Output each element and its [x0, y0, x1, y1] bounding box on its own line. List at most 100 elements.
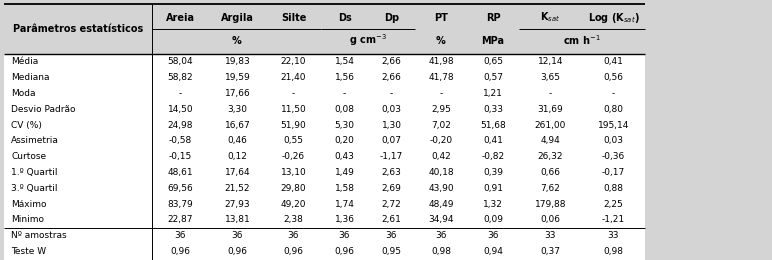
Text: Silte: Silte — [281, 12, 306, 23]
Text: Areia: Areia — [166, 12, 195, 23]
Text: cm h$^{-1}$: cm h$^{-1}$ — [563, 34, 601, 47]
Text: K$_{sat}$: K$_{sat}$ — [540, 11, 560, 24]
Text: 0,12: 0,12 — [228, 152, 248, 161]
Text: 26,32: 26,32 — [538, 152, 564, 161]
Text: Moda: Moda — [11, 89, 36, 98]
Text: 261,00: 261,00 — [535, 121, 566, 129]
Text: 36: 36 — [174, 231, 186, 240]
Text: 0,06: 0,06 — [540, 215, 560, 224]
Text: 0,57: 0,57 — [483, 73, 503, 82]
Text: -: - — [390, 89, 393, 98]
Text: 0,96: 0,96 — [228, 247, 248, 256]
Text: 1,36: 1,36 — [334, 215, 354, 224]
Text: 21,52: 21,52 — [225, 184, 250, 193]
Text: 7,02: 7,02 — [431, 121, 451, 129]
Text: 3,65: 3,65 — [540, 73, 560, 82]
Text: 0,98: 0,98 — [604, 247, 624, 256]
Text: Dp: Dp — [384, 12, 399, 23]
Bar — [4, 54, 645, 260]
Text: 27,93: 27,93 — [225, 200, 250, 209]
Text: 1,32: 1,32 — [483, 200, 503, 209]
Text: 21,40: 21,40 — [281, 73, 306, 82]
Text: 2,63: 2,63 — [381, 168, 401, 177]
Text: 3.º Quartil: 3.º Quartil — [11, 184, 57, 193]
Text: 11,50: 11,50 — [281, 105, 306, 114]
Text: 0,39: 0,39 — [483, 168, 503, 177]
Text: 2,61: 2,61 — [381, 215, 401, 224]
Text: 2,38: 2,38 — [283, 215, 303, 224]
Text: 36: 36 — [339, 231, 350, 240]
Text: -0,82: -0,82 — [482, 152, 505, 161]
Text: 0,03: 0,03 — [381, 105, 401, 114]
Text: Argila: Argila — [221, 12, 254, 23]
Text: 0,20: 0,20 — [334, 136, 354, 145]
Text: -1,17: -1,17 — [380, 152, 403, 161]
Text: 195,14: 195,14 — [598, 121, 629, 129]
Text: 33: 33 — [545, 231, 557, 240]
Text: -0,36: -0,36 — [602, 152, 625, 161]
Text: 24,98: 24,98 — [168, 121, 193, 129]
Text: 36: 36 — [288, 231, 300, 240]
Text: Desvio Padrão: Desvio Padrão — [11, 105, 76, 114]
Text: Nº amostras: Nº amostras — [11, 231, 66, 240]
Text: 41,78: 41,78 — [428, 73, 454, 82]
Text: 17,64: 17,64 — [225, 168, 250, 177]
Text: CV (%): CV (%) — [11, 121, 42, 129]
Text: 17,66: 17,66 — [225, 89, 250, 98]
Text: -: - — [179, 89, 182, 98]
Text: 12,14: 12,14 — [538, 57, 564, 66]
Text: 0,41: 0,41 — [604, 57, 624, 66]
Text: 19,83: 19,83 — [225, 57, 250, 66]
Text: 0,09: 0,09 — [483, 215, 503, 224]
Text: Parâmetros estatísticos: Parâmetros estatísticos — [13, 24, 143, 34]
Text: 13,10: 13,10 — [281, 168, 306, 177]
Text: 51,90: 51,90 — [281, 121, 306, 129]
Text: -: - — [612, 89, 615, 98]
Text: -: - — [439, 89, 442, 98]
Text: 7,62: 7,62 — [540, 184, 560, 193]
Text: 36: 36 — [435, 231, 447, 240]
Text: -: - — [343, 89, 346, 98]
Text: 0,55: 0,55 — [283, 136, 303, 145]
Text: 16,67: 16,67 — [225, 121, 250, 129]
Text: 1,74: 1,74 — [334, 200, 354, 209]
Text: 48,61: 48,61 — [168, 168, 193, 177]
Text: 0,56: 0,56 — [604, 73, 624, 82]
Text: 0,65: 0,65 — [483, 57, 503, 66]
Text: 0,66: 0,66 — [540, 168, 560, 177]
Text: Teste W: Teste W — [11, 247, 46, 256]
Text: Ds: Ds — [337, 12, 351, 23]
Text: MPa: MPa — [482, 36, 504, 46]
Text: 14,50: 14,50 — [168, 105, 193, 114]
Text: 58,04: 58,04 — [168, 57, 193, 66]
Text: 2,72: 2,72 — [381, 200, 401, 209]
Text: 2,66: 2,66 — [381, 57, 401, 66]
Text: Média: Média — [11, 57, 39, 66]
Text: 2,66: 2,66 — [381, 73, 401, 82]
Text: 33: 33 — [608, 231, 619, 240]
Text: g cm$^{-3}$: g cm$^{-3}$ — [349, 32, 387, 48]
Text: 1,58: 1,58 — [334, 184, 354, 193]
Text: 0,03: 0,03 — [604, 136, 624, 145]
Text: 0,46: 0,46 — [228, 136, 248, 145]
Text: 0,37: 0,37 — [540, 247, 560, 256]
Text: Log (K$_{sat}$): Log (K$_{sat}$) — [587, 10, 639, 24]
Text: Assimetria: Assimetria — [11, 136, 59, 145]
Text: -0,15: -0,15 — [169, 152, 192, 161]
Text: 41,98: 41,98 — [428, 57, 454, 66]
Text: 2,95: 2,95 — [431, 105, 451, 114]
Text: 0,98: 0,98 — [431, 247, 451, 256]
Text: Curtose: Curtose — [11, 152, 46, 161]
Text: 0,43: 0,43 — [334, 152, 354, 161]
Text: 40,18: 40,18 — [428, 168, 454, 177]
Text: 0,42: 0,42 — [431, 152, 451, 161]
Text: Máximo: Máximo — [11, 200, 46, 209]
Text: 0,41: 0,41 — [483, 136, 503, 145]
Text: 1,21: 1,21 — [483, 89, 503, 98]
Text: 0,91: 0,91 — [483, 184, 503, 193]
Text: 1,49: 1,49 — [334, 168, 354, 177]
Text: 49,20: 49,20 — [281, 200, 306, 209]
Text: 1.º Quartil: 1.º Quartil — [11, 168, 57, 177]
Text: 1,54: 1,54 — [334, 57, 354, 66]
Text: 179,88: 179,88 — [535, 200, 566, 209]
